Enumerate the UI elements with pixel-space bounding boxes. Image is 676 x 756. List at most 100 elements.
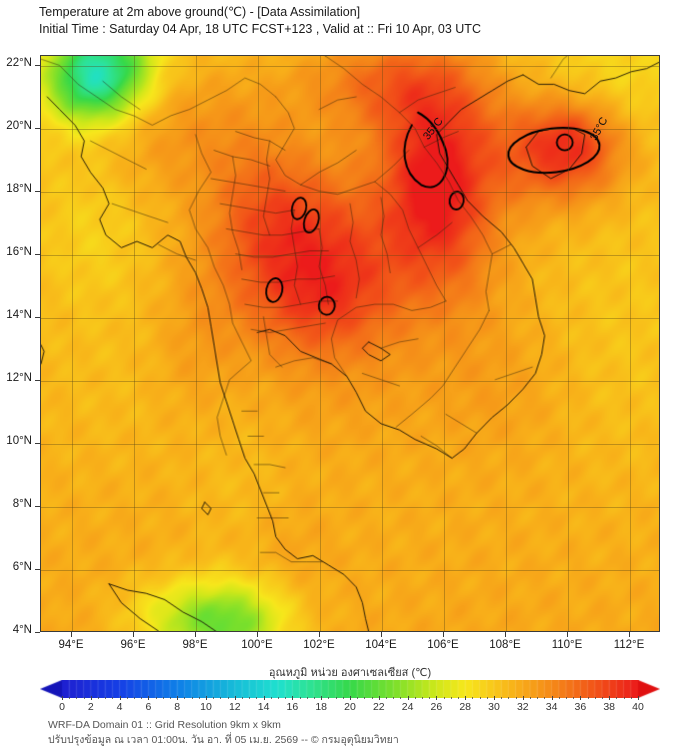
colorbar-minor-tick xyxy=(508,697,510,699)
colorbar-tick-6 xyxy=(148,696,150,700)
page-title: Temperature at 2m above ground(℃) - [Dat… xyxy=(39,5,361,19)
colorbar-title: อุณหภูมิ หน่วย องศาเซลเซียส (℃) xyxy=(268,667,432,679)
xtick-mark-94 xyxy=(71,632,72,637)
colorbar-minor-tick xyxy=(342,697,344,699)
colorbar-minor-tick xyxy=(335,697,337,699)
colorbar-minor-tick xyxy=(472,697,474,699)
gridline-lon-96 xyxy=(134,56,135,631)
colorbar-minor-tick xyxy=(198,697,200,699)
xtick-label-96: 96°E xyxy=(120,639,146,651)
colorbar-minor-tick xyxy=(486,697,488,699)
xtick-label-108: 108°E xyxy=(489,639,521,651)
xtick-mark-96 xyxy=(133,632,134,637)
colorbar-minor-tick xyxy=(414,697,416,699)
colorbar-tick-20 xyxy=(350,696,351,700)
colorbar-minor-tick xyxy=(386,697,387,699)
colorbar-minor-tick xyxy=(285,697,287,699)
colorbar-minor-tick xyxy=(616,697,618,699)
colorbar-tick-26 xyxy=(436,696,438,700)
ytick-mark-8 xyxy=(35,505,40,507)
gridline-lat-22 xyxy=(41,65,659,67)
xtick-label-110: 110°E xyxy=(551,639,583,651)
ytick-mark-20 xyxy=(35,127,40,129)
colorbar-minor-tick xyxy=(371,697,373,699)
colorbar-tick-30 xyxy=(494,696,495,700)
colorbar-tick-label-12: 12 xyxy=(228,701,241,713)
xtick-label-94: 94°E xyxy=(58,639,84,651)
xtick-label-100: 100°E xyxy=(241,639,273,651)
chart-subtitle: Initial Time : Saturday 04 Apr, 18 UTC F… xyxy=(39,22,481,36)
xtick-mark-106 xyxy=(443,632,444,637)
colorbar-minor-tick xyxy=(357,697,359,699)
colorbar-minor-tick xyxy=(623,697,625,699)
colorbar-minor-tick xyxy=(458,697,459,699)
colorbar-minor-tick xyxy=(393,697,395,699)
temperature-map-plot: 35°C 35°C xyxy=(40,55,660,632)
ytick-label-8: 8°N xyxy=(12,497,32,510)
colorbar: อุณหภูมิ หน่วย องศาเซลเซียส (℃) 0 2 4 6 8 10 1… xyxy=(40,663,660,713)
footer-block: WRF-DA Domain 01 :: Grid Resolution 9km … xyxy=(48,718,648,748)
colorbar-tick-0 xyxy=(62,696,63,700)
ytick-label-20: 20°N xyxy=(6,119,32,132)
colorbar-tick-34 xyxy=(551,696,553,700)
colorbar-minor-tick xyxy=(450,697,452,699)
xtick-label-104: 104°E xyxy=(365,639,397,651)
colorbar-minor-tick xyxy=(191,697,193,699)
colorbar-minor-tick xyxy=(112,697,114,699)
xtick-label-102: 102°E xyxy=(303,639,335,651)
ytick-mark-22 xyxy=(35,64,40,66)
gridline-lat-16 xyxy=(41,254,659,256)
colorbar-minor-tick xyxy=(141,697,143,699)
colorbar-tick-8 xyxy=(177,696,179,700)
colorbar-tick-label-36: 36 xyxy=(574,701,587,713)
colorbar-minor-tick xyxy=(83,697,85,699)
colorbar-tick-label-38: 38 xyxy=(603,701,616,713)
colorbar-tick-12 xyxy=(234,696,236,700)
colorbar-minor-tick xyxy=(242,697,243,699)
colorbar-tick-32 xyxy=(522,696,524,700)
xtick-label-112: 112°E xyxy=(613,639,645,651)
gridline-lon-94 xyxy=(72,56,73,631)
colorbar-tick-38 xyxy=(609,696,611,700)
gridline-lat-8 xyxy=(41,506,659,508)
ytick-mark-12 xyxy=(35,379,40,381)
xtick-mark-98 xyxy=(195,632,196,637)
colorbar-minor-tick xyxy=(400,697,402,699)
colorbar-tick-28 xyxy=(465,696,467,700)
colorbar-minor-tick xyxy=(227,697,229,699)
colorbar-tick-label-10: 10 xyxy=(200,701,212,713)
colorbar-minor-tick xyxy=(558,697,560,699)
colorbar-gradient xyxy=(40,680,660,698)
colorbar-tick-label-16: 16 xyxy=(286,701,299,713)
colorbar-minor-tick xyxy=(364,697,366,699)
colorbar-minor-tick xyxy=(299,697,301,699)
footer-copyright: ปรับปรุงข้อมูล ณ เวลา 01:00น. วัน อา. ที… xyxy=(48,734,399,746)
colorbar-minor-tick xyxy=(162,697,164,699)
colorbar-minor-tick xyxy=(422,697,423,699)
colorbar-minor-tick xyxy=(306,697,308,699)
colorbar-minor-tick xyxy=(220,697,222,699)
ytick-label-6: 6°N xyxy=(12,560,32,573)
colorbar-minor-tick xyxy=(429,697,431,699)
colorbar-minor-tick xyxy=(213,697,215,699)
colorbar-tick-4 xyxy=(119,696,121,700)
colorbar-minor-tick xyxy=(594,697,596,699)
colorbar-tick-label-30: 30 xyxy=(488,701,500,713)
ytick-mark-14 xyxy=(35,316,40,318)
colorbar-minor-tick xyxy=(328,697,330,699)
colorbar-tick-label-4: 4 xyxy=(116,701,123,713)
gridline-lon-110 xyxy=(568,56,569,631)
gridline-lat-20 xyxy=(41,128,659,130)
colorbar-tick-label-2: 2 xyxy=(87,701,94,713)
colorbar-minor-tick xyxy=(134,697,135,699)
colorbar-minor-tick xyxy=(630,697,632,699)
colorbar-tick-label-8: 8 xyxy=(174,701,181,713)
colorbar-tick-18 xyxy=(321,696,323,700)
colorbar-tick-label-24: 24 xyxy=(401,701,414,713)
colorbar-minor-tick xyxy=(602,697,603,699)
colorbar-tick-label-40: 40 xyxy=(632,701,644,713)
colorbar-minor-tick xyxy=(249,697,251,699)
colorbar-tick-24 xyxy=(407,696,409,700)
colorbar-minor-tick xyxy=(184,697,186,699)
ytick-label-4: 4°N xyxy=(12,624,32,636)
